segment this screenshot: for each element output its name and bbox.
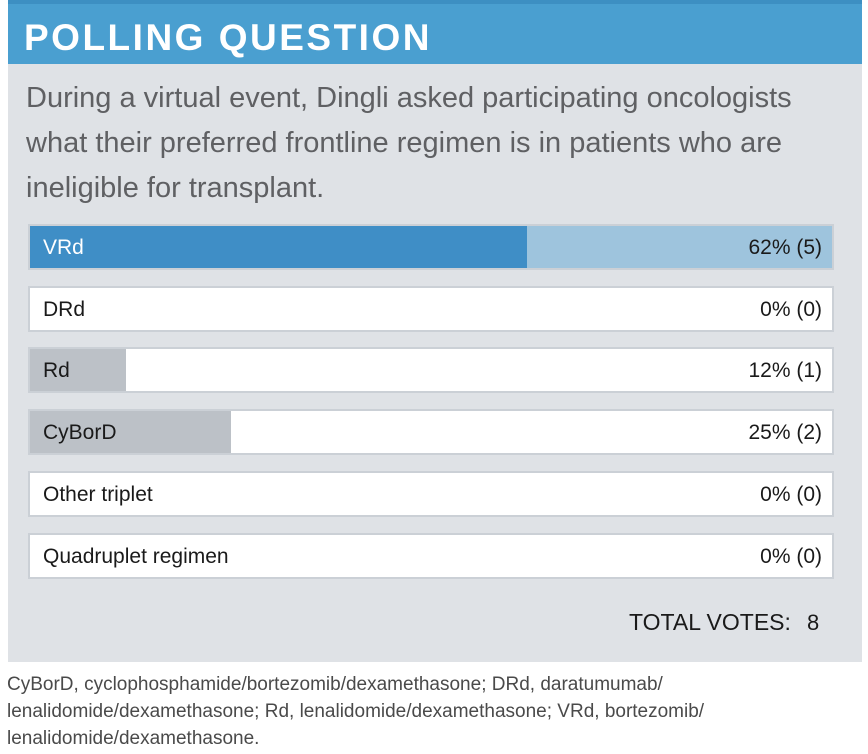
card-title: POLLING QUESTION [24, 17, 432, 58]
poll-option-label: Quadruplet regimen [43, 545, 229, 568]
poll-row: CyBorD 25% (2) [28, 409, 834, 455]
card-header: POLLING QUESTION [8, 0, 862, 64]
poll-row: Other triplet 0% (0) [28, 471, 834, 517]
poll-option-label: VRd [43, 236, 84, 259]
polling-card: POLLING QUESTION During a virtual event,… [8, 0, 862, 662]
poll-option-label: Rd [43, 359, 70, 382]
poll-option-value: 62% (5) [748, 236, 822, 259]
poll-question: During a virtual event, Dingli asked par… [26, 82, 792, 204]
total-votes-value: 8 [807, 610, 820, 635]
poll-row: Quadruplet regimen 0% (0) [28, 533, 834, 579]
poll-option-value: 25% (2) [748, 421, 822, 444]
poll-row: Rd 12% (1) [28, 347, 834, 393]
poll-bar-track [527, 226, 832, 268]
poll-bar [30, 349, 126, 391]
poll-option-label: DRd [43, 298, 86, 321]
poll-row: VRd 62% (5) [28, 224, 834, 270]
total-votes-label: TOTAL VOTES: [629, 609, 791, 635]
poll-option-value: 0% (0) [760, 298, 822, 321]
poll-option-value: 0% (0) [760, 545, 822, 568]
poll-option-label: CyBorD [43, 421, 117, 444]
poll-bar [30, 226, 527, 268]
footnote: CyBorD, cyclophosphamide/bortezomib/dexa… [7, 674, 705, 749]
poll-option-value: 12% (1) [748, 359, 822, 382]
poll-bar [30, 411, 231, 453]
poll-row: DRd 0% (0) [28, 286, 834, 332]
poll-option-value: 0% (0) [760, 483, 822, 506]
poll-option-label: Other triplet [43, 483, 153, 506]
